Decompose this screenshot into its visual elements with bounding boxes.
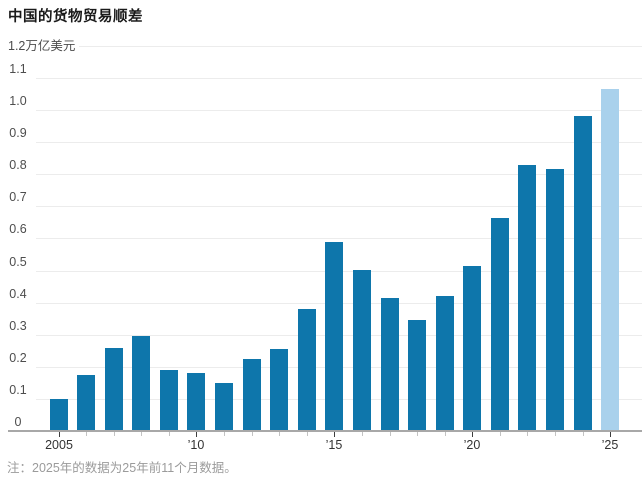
x-axis-tick-2011 (224, 432, 225, 436)
bar-2021 (491, 218, 509, 431)
x-axis-label-2025: ’25 (601, 438, 619, 452)
bar-2010 (187, 373, 205, 431)
bar-chart: 0 0.1 0.2 0.3 0.4 0.5 0.6 0.7 0.8 0.9 1.0 1.1 1.2万亿美… (8, 38, 642, 452)
x-axis-line (8, 430, 642, 432)
x-axis-label-2020: ’20 (463, 438, 481, 452)
y-axis-label-0.3: 0.3 (9, 319, 27, 333)
x-axis-label-2010: ’10 (187, 438, 205, 452)
bar-2019 (436, 296, 454, 431)
x-axis-tick-2008 (141, 432, 142, 436)
x-axis-tick-2009 (169, 432, 170, 436)
x-axis-tick-2019 (445, 432, 446, 436)
y-axis-label-0.0: 0 (14, 415, 22, 429)
x-axis-tick-2018 (417, 432, 418, 436)
bar-2018 (408, 320, 426, 431)
bar-2005 (50, 399, 68, 431)
bar-2017 (381, 298, 399, 431)
bar-2015 (325, 242, 343, 431)
y-axis-label-0.4: 0.4 (9, 287, 27, 301)
bar-2014 (298, 309, 316, 431)
y-axis-label-1.1: 1.1 (9, 62, 27, 76)
x-axis-tick-2022 (527, 432, 528, 436)
x-axis-tick-2024 (583, 432, 584, 436)
bar-2023 (546, 169, 564, 431)
y-axis-unit-label: 1.2万亿美元 (8, 38, 80, 54)
x-axis-tick-2010 (196, 432, 197, 437)
gridline-y-0.8 (36, 174, 642, 175)
y-axis-label-0.8: 0.8 (9, 158, 27, 172)
bar-2016 (353, 270, 371, 431)
x-axis-tick-2025 (610, 432, 611, 437)
x-axis-tick-2016 (362, 432, 363, 436)
gridline-y-0.9 (36, 142, 642, 143)
x-axis-tick-2014 (307, 432, 308, 436)
y-axis-label-0.2: 0.2 (9, 351, 27, 365)
bar-2012 (243, 359, 261, 431)
gridline-y-0.7 (36, 206, 642, 207)
gridline-y-1.1 (36, 78, 642, 79)
bar-2011 (215, 383, 233, 431)
bar-2020 (463, 266, 481, 431)
x-axis-tick-2012 (252, 432, 253, 436)
y-axis-label-0.9: 0.9 (9, 126, 27, 140)
x-axis-tick-2020 (472, 432, 473, 437)
x-axis-tick-2006 (86, 432, 87, 436)
x-axis-tick-2013 (279, 432, 280, 436)
x-axis-tick-2007 (114, 432, 115, 436)
x-axis-tick-2021 (500, 432, 501, 436)
x-axis-tick-2005 (59, 432, 60, 437)
chart-title: 中国的货物贸易顺差 (8, 9, 143, 25)
x-axis-tick-2023 (555, 432, 556, 436)
y-axis-label-0.1: 0.1 (9, 383, 27, 397)
bar-2013 (270, 349, 288, 431)
bar-2022 (518, 165, 536, 431)
bar-2007 (105, 348, 123, 431)
gridline-y-1.2 (36, 46, 642, 47)
x-axis-label-2015: ’15 (325, 438, 343, 452)
y-axis-label-0.6: 0.6 (9, 222, 27, 236)
gridline-y-1.0 (36, 110, 642, 111)
bar-2006 (77, 375, 95, 431)
gridline-y-0.6 (36, 238, 642, 239)
y-axis-label-0.5: 0.5 (9, 255, 27, 269)
bar-2024 (574, 116, 592, 431)
footnote: 注：2025年的数据为25年前11个月数据。 (7, 461, 237, 475)
bar-2008 (132, 336, 150, 431)
x-axis-tick-2015 (334, 432, 335, 437)
bar-2025 (601, 89, 619, 431)
bar-2009 (160, 370, 178, 431)
y-axis-label-1.0: 1.0 (9, 94, 27, 108)
x-axis-label-2005: 2005 (45, 438, 73, 452)
x-axis-tick-2017 (390, 432, 391, 436)
y-axis-label-0.7: 0.7 (9, 190, 27, 204)
